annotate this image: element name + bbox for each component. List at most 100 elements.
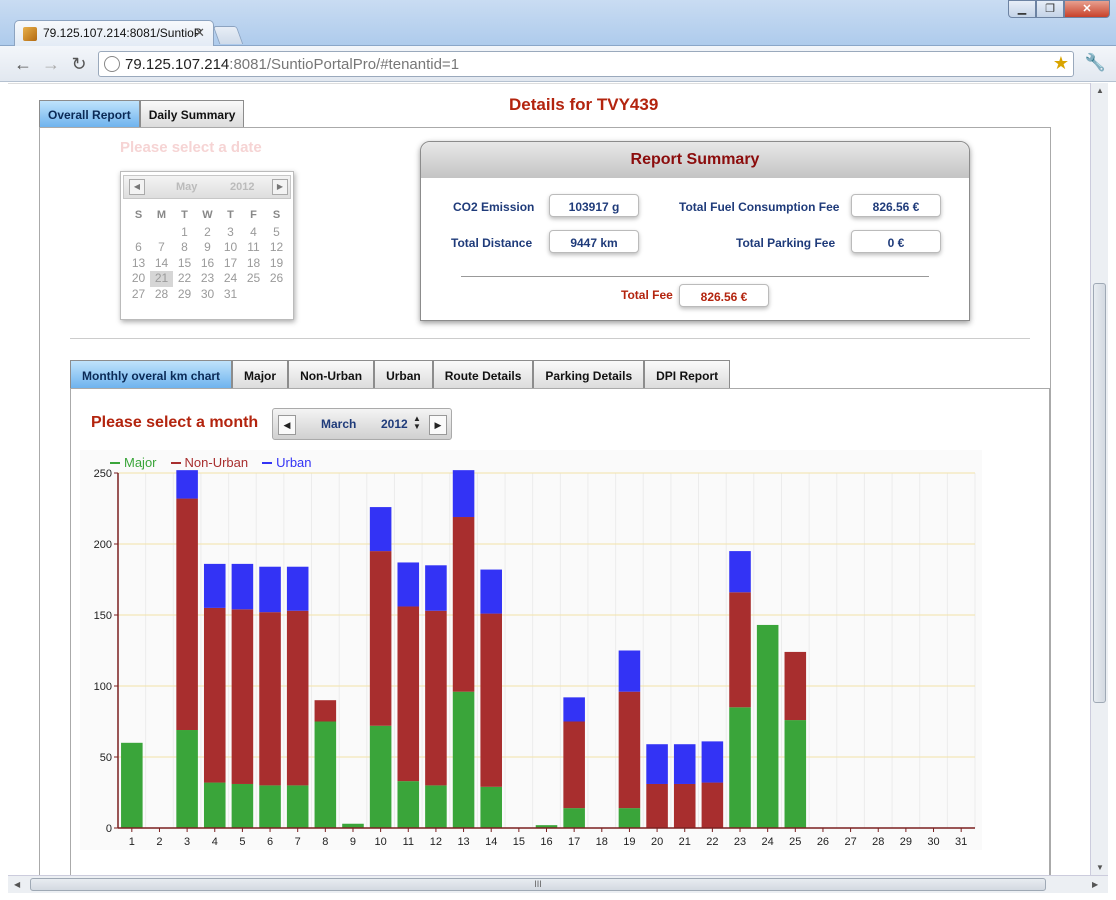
tab-overall-report[interactable]: Overall Report — [39, 100, 140, 127]
legend-swatch-non-urban — [170, 461, 181, 464]
tab-daily-summary[interactable]: Daily Summary — [139, 100, 245, 127]
browser-tab[interactable]: 79.125.107.214:8081/SuntioP ✕ — [14, 20, 214, 46]
calendar-day[interactable]: 16 — [200, 255, 215, 270]
x-tick-label: 20 — [651, 836, 663, 848]
calendar-day[interactable]: 3 — [227, 224, 234, 239]
calendar-weekday: F — [250, 209, 257, 221]
bar-major — [369, 725, 392, 828]
calendar-day[interactable]: 29 — [177, 286, 192, 301]
horizontal-scroll-thumb[interactable]: III — [30, 878, 1046, 891]
bar-major — [121, 742, 143, 828]
calendar-day[interactable]: 31 — [223, 286, 238, 301]
maximize-icon[interactable]: ❐ — [1036, 0, 1064, 18]
calendar-day[interactable]: 27 — [131, 286, 146, 301]
date-picker-calendar[interactable]: ◀ May 2012 ▶ S M T W T F S 1 2 3 4 5 6 7 8 9 10 11 12 13 14 1… — [120, 171, 294, 320]
calendar-day[interactable]: 22 — [177, 271, 192, 285]
legend-swatch-major — [110, 461, 120, 464]
forward-icon[interactable]: → — [42, 54, 60, 74]
bar-urban — [425, 565, 447, 611]
calendar-day[interactable]: 23 — [200, 271, 215, 285]
calendar-day[interactable]: 8 — [181, 240, 188, 254]
tab-parking-details[interactable]: Parking Details — [533, 360, 645, 388]
bar-non-urban — [203, 607, 226, 783]
x-tick-label: 31 — [955, 836, 967, 848]
calendar-day[interactable]: 12 — [269, 240, 284, 254]
bar-urban — [563, 697, 585, 722]
next-month-button[interactable]: ▶ — [429, 415, 447, 435]
site-favicon-icon — [23, 27, 37, 41]
x-tick-label: 6 — [267, 836, 273, 848]
reload-icon[interactable]: ↻ — [71, 54, 87, 74]
horizontal-scrollbar[interactable]: ◀ III ▶ — [8, 875, 1108, 893]
calendar-day[interactable]: 11 — [247, 240, 260, 254]
tab-non-urban[interactable]: Non-Urban — [288, 360, 375, 388]
calendar-day[interactable]: 13 — [131, 255, 146, 270]
calendar-day[interactable]: 26 — [269, 271, 284, 285]
bookmark-star-icon[interactable]: ★ — [1052, 53, 1069, 73]
calendar-day[interactable]: 14 — [154, 255, 169, 270]
next-month-icon[interactable]: ▶ — [272, 179, 288, 195]
vertical-scrollbar[interactable]: ▲ ▼ — [1090, 83, 1108, 875]
close-tab-icon[interactable]: ✕ — [194, 25, 205, 40]
x-tick-label: 16 — [540, 836, 552, 848]
prev-month-button[interactable]: ◀ — [278, 415, 296, 435]
scroll-up-icon[interactable]: ▲ — [1096, 86, 1104, 95]
calendar-day[interactable]: 30 — [200, 286, 215, 301]
tab-dpi-report[interactable]: DPI Report — [644, 360, 731, 388]
calendar-day[interactable]: 10 — [223, 240, 238, 254]
calendar-day[interactable]: 19 — [269, 255, 284, 270]
calendar-day[interactable]: 6 — [135, 240, 142, 254]
minimize-icon[interactable]: ▁ — [1008, 0, 1036, 18]
calendar-day[interactable]: 24 — [223, 271, 238, 285]
y-tick-label: 0 — [106, 823, 112, 835]
scroll-left-icon[interactable]: ◀ — [14, 880, 21, 889]
address-bar[interactable]: 79.125.107.214:8081/SuntioPortalPro/#ten… — [98, 51, 1074, 77]
month-picker[interactable]: ◀ March 2012 ▲ ▼ ▶ — [272, 408, 452, 440]
vertical-scroll-thumb[interactable] — [1093, 283, 1106, 703]
selected-year[interactable]: 2012 — [381, 417, 408, 431]
x-tick-label: 15 — [513, 836, 525, 848]
close-window-icon[interactable]: ✕ — [1064, 0, 1110, 18]
calendar-month: May — [176, 181, 198, 193]
monthly-km-chart: Major Non-Urban Urban 0 50 100 150 200 250 1 2 3… — [80, 450, 982, 850]
bar-non-urban — [231, 609, 254, 784]
calendar-day[interactable]: 18 — [246, 255, 261, 270]
tab-monthly-km-chart[interactable]: Monthly overal km chart — [70, 360, 233, 388]
year-spinner-icon[interactable]: ▲ ▼ — [413, 414, 421, 431]
calendar-weekday: T — [181, 209, 188, 221]
x-tick-label: 21 — [679, 836, 691, 848]
calendar-day[interactable]: 4 — [250, 224, 257, 239]
calendar-day[interactable]: 7 — [158, 240, 165, 254]
calendar-weekday: S — [134, 209, 143, 221]
tab-urban[interactable]: Urban — [374, 360, 433, 388]
x-tick-label: 18 — [596, 836, 608, 848]
calendar-day[interactable]: 15 — [177, 255, 192, 270]
calendar-day[interactable]: 17 — [223, 255, 238, 270]
fuel-fee-label: Total Fuel Consumption Fee — [679, 200, 840, 214]
tab-major[interactable]: Major — [232, 360, 289, 388]
co2-emission-label: CO2 Emission — [453, 200, 535, 214]
calendar-day[interactable]: 2 — [204, 224, 211, 239]
tab-route-details[interactable]: Route Details — [432, 360, 534, 388]
back-icon[interactable]: ← — [14, 54, 32, 74]
calendar-day[interactable]: 21 — [150, 271, 173, 287]
new-tab-button[interactable] — [212, 26, 244, 44]
wrench-icon[interactable]: 🔧 — [1084, 53, 1106, 72]
calendar-day[interactable]: 1 — [181, 224, 188, 239]
bar-non-urban — [176, 498, 198, 731]
calendar-day[interactable]: 25 — [246, 271, 261, 285]
bar-non-urban — [259, 612, 281, 786]
prev-month-icon[interactable]: ◀ — [129, 179, 145, 195]
scroll-down-icon[interactable]: ▼ — [1096, 863, 1104, 872]
report-tabs: Overall Report Daily Summary — [39, 100, 245, 127]
page-viewport: Overall Report Daily Summary Details for… — [8, 83, 1090, 875]
x-tick-label: 1 — [129, 836, 135, 848]
calendar-day[interactable]: 28 — [154, 286, 169, 301]
bar-urban — [646, 744, 668, 784]
calendar-day[interactable]: 9 — [204, 240, 211, 254]
bar-non-urban — [784, 651, 807, 721]
scroll-right-icon[interactable]: ▶ — [1092, 880, 1099, 889]
calendar-day[interactable]: 5 — [273, 224, 280, 239]
y-tick-label: 50 — [100, 752, 112, 764]
calendar-day[interactable]: 20 — [131, 271, 146, 285]
